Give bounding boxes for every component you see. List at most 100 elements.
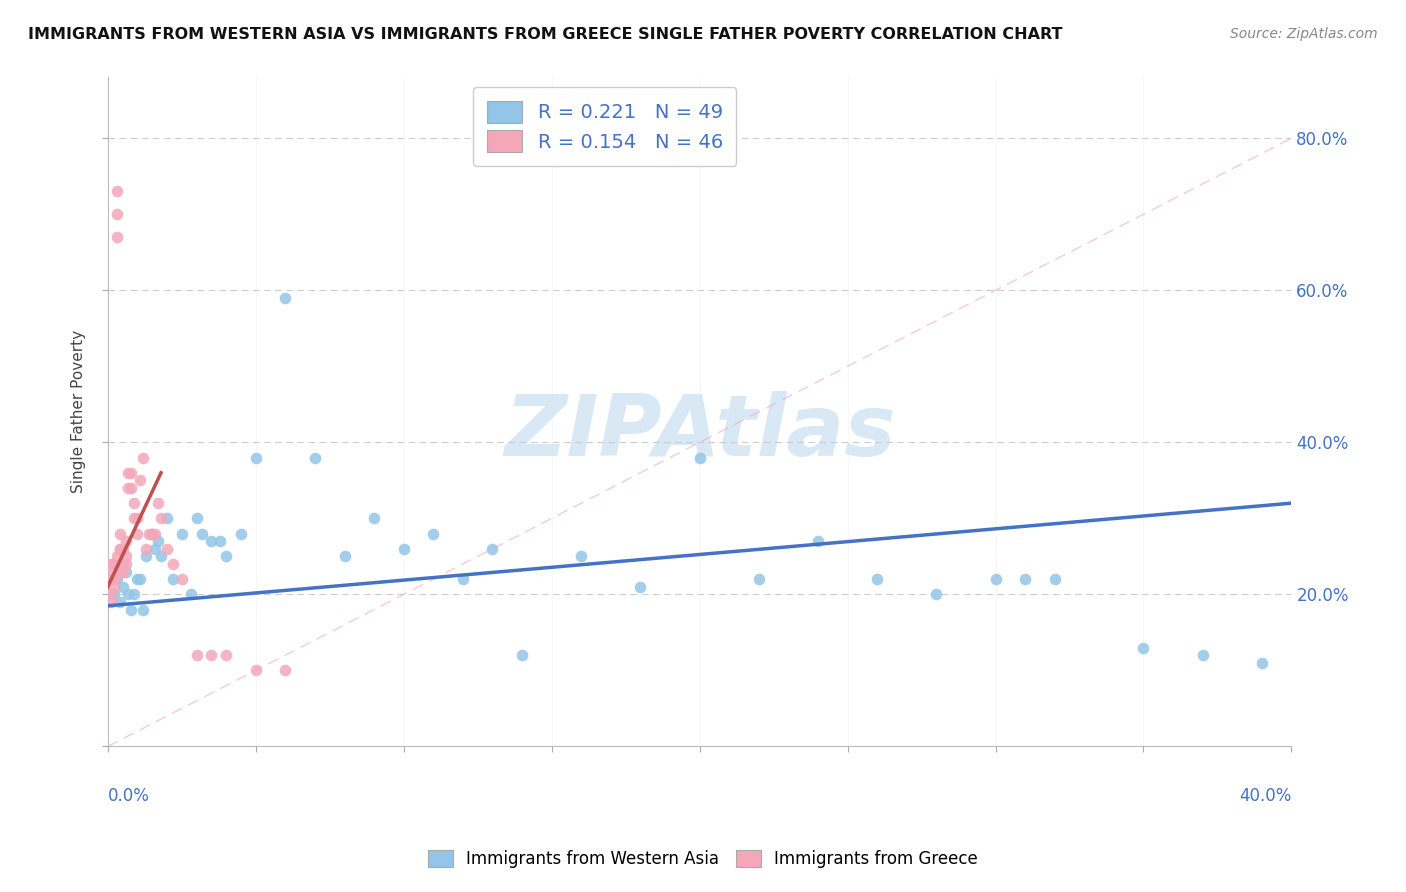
Point bbox=[100, 557, 122, 571]
Point bbox=[103, 557, 125, 571]
Text: 40.0%: 40.0% bbox=[1239, 787, 1292, 805]
Point bbox=[1250, 656, 1272, 670]
Point bbox=[105, 185, 128, 199]
Point bbox=[108, 565, 131, 579]
Point bbox=[108, 526, 131, 541]
Point bbox=[103, 580, 125, 594]
Point bbox=[138, 526, 160, 541]
Text: Source: ZipAtlas.com: Source: ZipAtlas.com bbox=[1230, 27, 1378, 41]
Point bbox=[866, 572, 889, 586]
Point bbox=[481, 541, 503, 556]
Point bbox=[124, 587, 146, 601]
Point bbox=[170, 526, 193, 541]
Point bbox=[304, 450, 326, 465]
Point bbox=[143, 541, 166, 556]
Point bbox=[451, 572, 474, 586]
Point bbox=[127, 511, 149, 525]
Point bbox=[117, 481, 139, 495]
Point bbox=[156, 511, 179, 525]
Point bbox=[108, 541, 131, 556]
Point bbox=[1043, 572, 1066, 586]
Point bbox=[186, 648, 208, 663]
Point bbox=[114, 534, 136, 549]
Point bbox=[103, 587, 125, 601]
Point bbox=[150, 511, 173, 525]
Point bbox=[689, 450, 711, 465]
Point bbox=[105, 230, 128, 244]
Point bbox=[132, 450, 155, 465]
Point bbox=[146, 534, 169, 549]
Point bbox=[111, 580, 134, 594]
Point bbox=[1132, 640, 1154, 655]
Text: IMMIGRANTS FROM WESTERN ASIA VS IMMIGRANTS FROM GREECE SINGLE FATHER POVERTY COR: IMMIGRANTS FROM WESTERN ASIA VS IMMIGRAN… bbox=[28, 27, 1063, 42]
Point bbox=[628, 580, 651, 594]
Point bbox=[274, 291, 297, 305]
Point bbox=[925, 587, 948, 601]
Point bbox=[1191, 648, 1213, 663]
Point bbox=[363, 511, 385, 525]
Point bbox=[117, 466, 139, 480]
Point bbox=[162, 572, 184, 586]
Point bbox=[105, 549, 128, 564]
Legend: Immigrants from Western Asia, Immigrants from Greece: Immigrants from Western Asia, Immigrants… bbox=[422, 843, 984, 875]
Point bbox=[170, 572, 193, 586]
Point bbox=[209, 534, 232, 549]
Point bbox=[117, 587, 139, 601]
Legend: R = 0.221   N = 49, R = 0.154   N = 46: R = 0.221 N = 49, R = 0.154 N = 46 bbox=[474, 87, 737, 166]
Point bbox=[120, 602, 142, 616]
Point bbox=[127, 572, 149, 586]
Point bbox=[180, 587, 202, 601]
Point bbox=[156, 541, 179, 556]
Point bbox=[333, 549, 356, 564]
Point bbox=[150, 549, 173, 564]
Point bbox=[245, 450, 267, 465]
Point bbox=[186, 511, 208, 525]
Point bbox=[114, 565, 136, 579]
Point bbox=[132, 602, 155, 616]
Point bbox=[120, 481, 142, 495]
Point bbox=[135, 541, 157, 556]
Point bbox=[108, 595, 131, 609]
Point bbox=[105, 207, 128, 221]
Point bbox=[114, 557, 136, 571]
Point bbox=[215, 549, 238, 564]
Point bbox=[229, 526, 252, 541]
Point bbox=[1014, 572, 1036, 586]
Point bbox=[114, 549, 136, 564]
Point bbox=[569, 549, 592, 564]
Point bbox=[105, 572, 128, 586]
Point bbox=[129, 474, 152, 488]
Point bbox=[103, 565, 125, 579]
Point bbox=[200, 648, 222, 663]
Point bbox=[111, 557, 134, 571]
Point bbox=[245, 664, 267, 678]
Point bbox=[127, 526, 149, 541]
Text: ZIPAtlas: ZIPAtlas bbox=[503, 391, 896, 474]
Point bbox=[103, 572, 125, 586]
Point bbox=[111, 565, 134, 579]
Point bbox=[392, 541, 415, 556]
Point bbox=[984, 572, 1007, 586]
Point bbox=[100, 595, 122, 609]
Point bbox=[100, 572, 122, 586]
Text: 0.0%: 0.0% bbox=[108, 787, 149, 805]
Point bbox=[124, 496, 146, 510]
Point bbox=[124, 511, 146, 525]
Point bbox=[748, 572, 770, 586]
Point bbox=[146, 496, 169, 510]
Point bbox=[215, 648, 238, 663]
Point bbox=[129, 572, 152, 586]
Point bbox=[274, 664, 297, 678]
Y-axis label: Single Father Poverty: Single Father Poverty bbox=[72, 330, 86, 493]
Point bbox=[143, 526, 166, 541]
Point bbox=[135, 549, 157, 564]
Point bbox=[120, 466, 142, 480]
Point bbox=[162, 557, 184, 571]
Point bbox=[200, 534, 222, 549]
Point bbox=[141, 526, 163, 541]
Point bbox=[100, 587, 122, 601]
Point bbox=[141, 526, 163, 541]
Point bbox=[111, 541, 134, 556]
Point bbox=[807, 534, 830, 549]
Point bbox=[108, 541, 131, 556]
